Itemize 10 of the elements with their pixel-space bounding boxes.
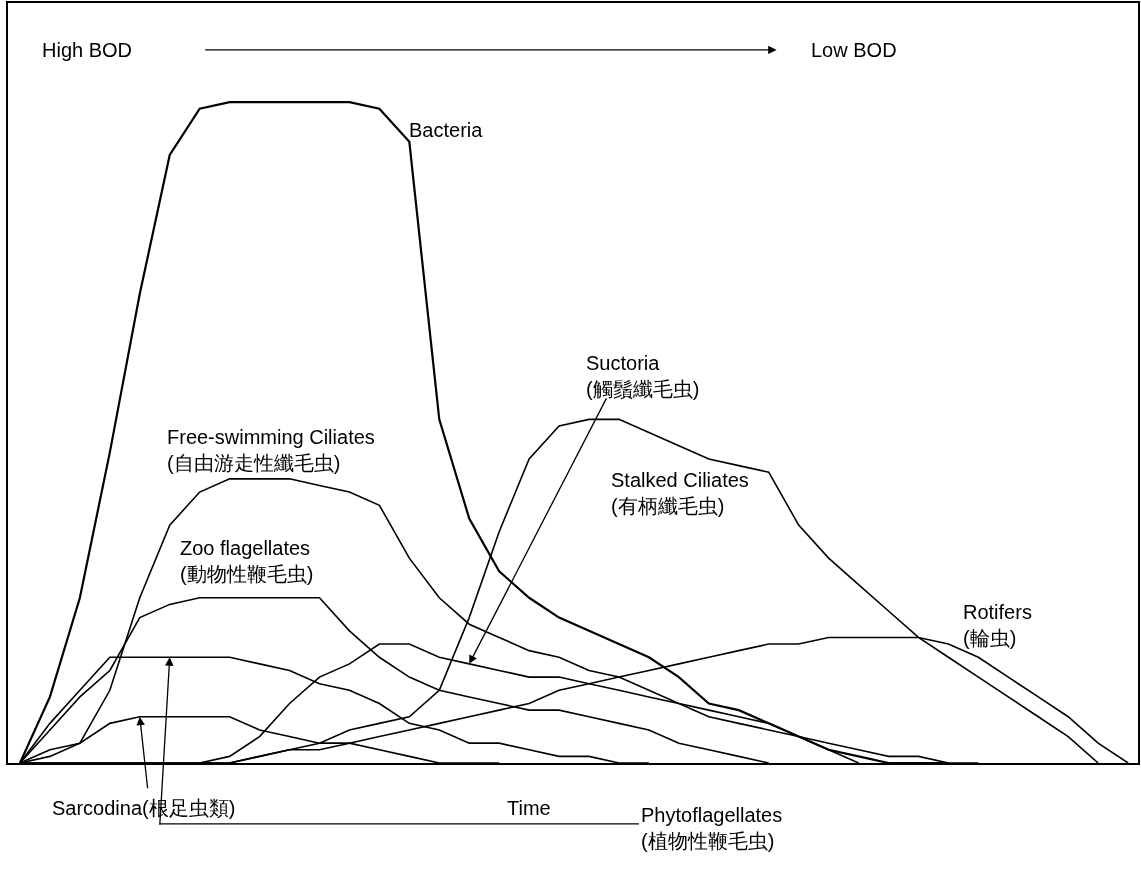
series-label: Stalked Ciliates (有柄纖毛虫) (611, 469, 749, 517)
text: Phytoflagellates (植物性鞭毛虫) (641, 804, 783, 852)
series-label: Rotifers (輪虫) (963, 601, 1032, 649)
x-axis-title: Time (507, 797, 551, 819)
series-label: Free-swimming Ciliates (自由游走性纖毛虫) (167, 426, 375, 474)
series-label: Bacteria (409, 119, 484, 141)
series-label: Zoo flagellates (動物性鞭毛虫) (180, 537, 314, 585)
text: Suctoria (觸鬚纖毛虫) (586, 352, 700, 400)
text: Low BOD (811, 39, 897, 61)
text: High BOD (42, 39, 133, 61)
